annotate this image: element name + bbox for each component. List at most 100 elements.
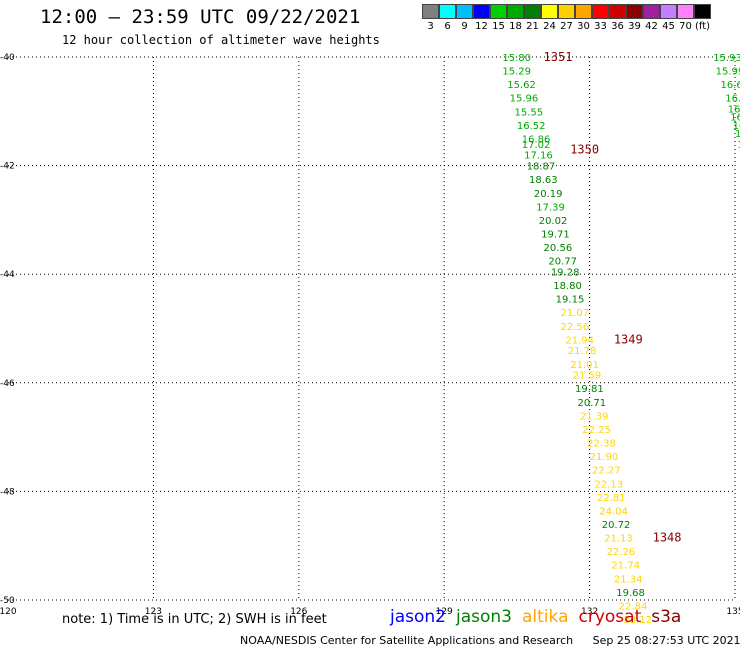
note-text: note: 1) Time is in UTC; 2) SWH is in fe… xyxy=(62,612,327,627)
legend-label: 24 xyxy=(543,21,556,32)
x-tick-label: 126 xyxy=(290,607,307,617)
chart-title: 12:00 – 23:59 UTC 09/22/2021 xyxy=(40,6,361,28)
footer-timestamp: Sep 25 08:27:53 UTC 2021 xyxy=(592,634,740,647)
pass-number-label: 1348 xyxy=(653,531,682,545)
pass-number-label: 1351 xyxy=(544,50,573,64)
chart-subtitle: 12 hour collection of altimeter wave hei… xyxy=(62,33,380,47)
wave-height-label: 18.80 xyxy=(553,281,582,292)
y-tick-label: -44 xyxy=(0,270,15,280)
wave-height-label: 21.13 xyxy=(604,534,633,545)
wave-height-label: 16.86 xyxy=(522,134,551,145)
wave-height-label: 16.63 xyxy=(720,80,740,91)
legend-swatch xyxy=(524,4,541,19)
legend-swatch xyxy=(439,4,456,19)
wave-height-label: 22.25 xyxy=(582,425,611,436)
legend-swatch xyxy=(677,4,694,19)
legend-label: 70 xyxy=(679,21,692,32)
wave-height-label: 17.16 xyxy=(524,151,553,162)
wave-height-label: 17.02 xyxy=(522,140,551,151)
wave-height-label: 21.90 xyxy=(590,452,619,463)
wave-height-label: 16.20 xyxy=(728,105,740,116)
legend-label: 3 xyxy=(427,21,434,32)
legend-swatch xyxy=(575,4,592,19)
x-tick-label: 129 xyxy=(436,607,453,617)
legend-label: 39 xyxy=(628,21,641,32)
wave-height-label: 20.77 xyxy=(548,257,577,268)
wave-height-label: 15.62 xyxy=(507,80,536,91)
legend-swatch xyxy=(473,4,490,19)
legend-swatch xyxy=(592,4,609,19)
legend-swatch xyxy=(626,4,643,19)
wave-height-label: 22.26 xyxy=(607,547,636,558)
legend-label: 15 xyxy=(492,21,505,32)
wave-height-label: 24.04 xyxy=(599,506,628,517)
legend-swatch xyxy=(609,4,626,19)
wave-height-label: 16.58 xyxy=(735,129,740,140)
legend-label: 42 xyxy=(645,21,658,32)
pass-number-label: 1349 xyxy=(614,332,643,346)
wave-height-label: 16.52 xyxy=(517,121,546,132)
wave-height-label: 15.93 xyxy=(713,53,740,64)
legend-swatch xyxy=(660,4,677,19)
wave-height-label: 16.6 xyxy=(737,140,740,151)
legend-label: 45 xyxy=(662,21,675,32)
legend-labels: 3 6 9 12 15 18 21 24 27 30 33 36 39 42 45 70 (ft) xyxy=(422,19,711,32)
legend-label: 12 xyxy=(475,21,488,32)
wave-height-label: 19.28 xyxy=(551,267,580,278)
wave-height-label: 17.39 xyxy=(536,202,565,213)
legend-swatch xyxy=(643,4,660,19)
wave-height-label: 15.29 xyxy=(502,67,531,78)
satellite-label: jason3 xyxy=(456,607,512,627)
legend-label: 30 xyxy=(577,21,590,32)
legend-label: 6 xyxy=(444,21,451,32)
wave-height-label: 19.68 xyxy=(616,588,645,599)
wave-height-label: 23.12 xyxy=(624,615,653,626)
satellite-label: cryosat xyxy=(578,607,642,627)
wave-height-label: 22.27 xyxy=(592,466,621,477)
wave-height-label: 20.02 xyxy=(539,216,568,227)
legend-label: 36 xyxy=(611,21,624,32)
y-tick-label: -46 xyxy=(0,379,15,389)
x-tick-label: 132 xyxy=(581,607,598,617)
wave-height-label: 22.84 xyxy=(619,601,648,612)
legend-swatch xyxy=(422,4,439,19)
wave-height-label: 15.99 xyxy=(716,67,740,78)
wave-height-label: 21.78 xyxy=(568,346,597,357)
x-tick-label: 123 xyxy=(145,607,162,617)
wave-height-label: 21.34 xyxy=(614,574,643,585)
wave-height-label: 21.01 xyxy=(570,360,599,371)
color-legend: 3 6 9 12 15 18 21 24 27 30 33 36 39 42 45 70 (ft) xyxy=(422,4,711,32)
wave-height-label: 21.07 xyxy=(561,308,590,319)
wave-height-label: 21.74 xyxy=(611,561,640,572)
legend-swatches xyxy=(422,4,711,19)
x-tick-label: 135 xyxy=(726,607,740,617)
wave-height-label: 22.81 xyxy=(597,493,626,504)
wave-height-label: 21.39 xyxy=(580,411,609,422)
wave-height-label: 22.38 xyxy=(587,439,616,450)
legend-swatch xyxy=(456,4,473,19)
legend-label: 9 xyxy=(461,21,468,32)
wave-height-label: 20.71 xyxy=(577,398,606,409)
legend-label: 18 xyxy=(509,21,522,32)
legend-swatch xyxy=(694,4,711,19)
wave-height-label: 18.63 xyxy=(529,175,558,186)
wave-height-label: 20.72 xyxy=(602,520,631,531)
legend-swatch xyxy=(507,4,524,19)
footer: NOAA/NESDIS Center for Satellite Applica… xyxy=(240,634,740,647)
legend-swatch xyxy=(490,4,507,19)
wave-height-label: 21.59 xyxy=(573,371,602,382)
wave-height-label: 20.56 xyxy=(544,243,573,254)
wave-height-label: 21.94 xyxy=(565,335,594,346)
legend-label: 27 xyxy=(560,21,573,32)
wave-height-label: 16.39 xyxy=(730,113,740,124)
wave-height-label: 15.96 xyxy=(510,94,539,105)
wave-height-label: 15.55 xyxy=(514,107,543,118)
x-tick-label: 120 xyxy=(0,607,17,617)
legend-swatch xyxy=(558,4,575,19)
legend-swatch xyxy=(541,4,558,19)
wave-height-label: 16.43 xyxy=(725,94,740,105)
legend-label: 21 xyxy=(526,21,539,32)
y-tick-label: -42 xyxy=(0,162,15,172)
y-tick-label: -48 xyxy=(0,487,15,497)
